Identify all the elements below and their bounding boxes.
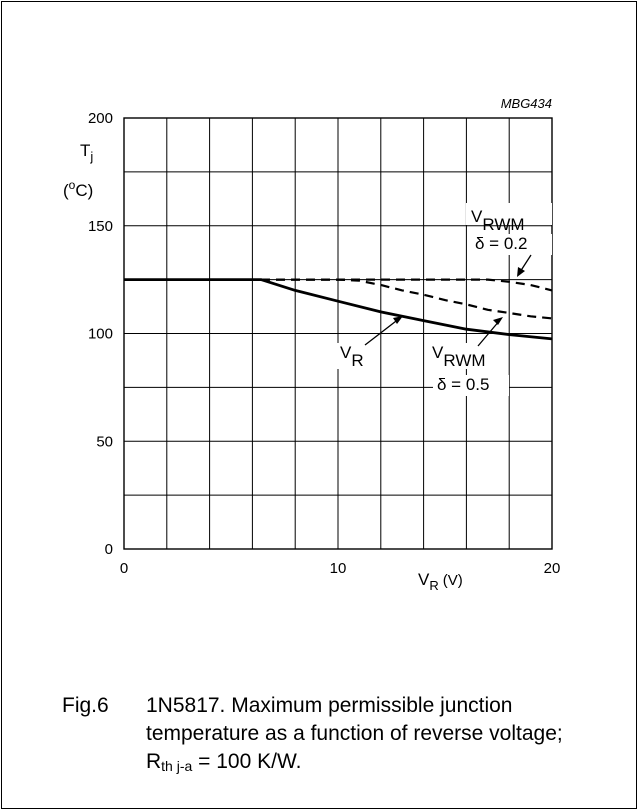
- annotation-vrwm-05-symbol: V: [432, 343, 444, 362]
- y-axis-unit-rest: C): [75, 181, 93, 200]
- y-tick-label: 50: [96, 433, 113, 450]
- arrow-vrwm-02: [519, 254, 532, 273]
- caption-symbol-sub: th j-a: [161, 758, 193, 774]
- annotation-arrows: [364, 254, 532, 347]
- y-axis-symbol-sub: j: [89, 149, 93, 164]
- annotation-vrwm-02-symbol: V: [471, 207, 483, 226]
- annotation-vrwm-02-sub: RWM: [482, 215, 524, 234]
- annotation-vr: VR: [340, 343, 364, 370]
- annotation-vr-symbol: V: [340, 343, 352, 362]
- bg-delta-02: [470, 234, 552, 255]
- arrowhead-vrwm-05: [493, 317, 503, 325]
- annotation-vrwm-05: VRWM: [432, 343, 486, 370]
- caption-line-1: 1N5817. Maximum permissible junction: [146, 694, 513, 717]
- annotation-arrowheads: [393, 267, 525, 325]
- bg-vrwm-02: [466, 203, 552, 225]
- y-tick-labels: 0 50 100 150 200: [88, 110, 113, 558]
- caption-label: Fig.6: [62, 694, 109, 717]
- annotation-delta-05: δ = 0.5: [437, 375, 489, 394]
- bg-delta-05: [433, 375, 509, 396]
- x-tick-label: 10: [330, 560, 347, 577]
- y-axis-unit-sup: o: [69, 178, 76, 192]
- annotation-delta-02: δ = 0.2: [475, 234, 527, 253]
- y-axis-symbol: Tj: [80, 141, 93, 164]
- annotation-vrwm-02: VRWM: [471, 207, 525, 234]
- y-tick-label: 100: [88, 326, 113, 343]
- x-tick-label: 20: [544, 560, 561, 577]
- x-axis-symbol-sub: R: [429, 578, 438, 593]
- x-axis-symbol: V: [418, 570, 430, 589]
- y-axis-symbol-main: T: [80, 141, 90, 160]
- annotation-vr-sub: R: [351, 351, 363, 370]
- arrowhead-vr: [393, 316, 403, 324]
- caption-rest: = 100 K/W.: [192, 750, 302, 773]
- x-axis-title: VR (V): [418, 570, 463, 593]
- series-line-3: [261, 278, 553, 292]
- grid: [123, 117, 553, 550]
- arrowhead-vrwm-02: [517, 267, 525, 277]
- annotation-backgrounds: [335, 203, 552, 396]
- caption-body: 1N5817. Maximum permissible junction tem…: [146, 692, 636, 780]
- y-axis-unit: (oC): [63, 178, 93, 200]
- figure-code: MBG434: [501, 96, 552, 111]
- annotation-vrwm-05-sub: RWM: [443, 351, 485, 370]
- arrow-vrwm-05: [477, 319, 501, 347]
- x-tick-label: 0: [120, 560, 128, 577]
- y-tick-label: 200: [88, 110, 113, 127]
- x-tick-labels: 0 10 20: [120, 560, 561, 577]
- y-axis-unit-open: (: [63, 181, 69, 200]
- series-line-1: [124, 278, 553, 341]
- caption-symbol: R: [146, 750, 162, 773]
- series-layer: [124, 278, 553, 341]
- plot-border: [123, 117, 553, 550]
- arrow-vr: [364, 317, 401, 346]
- y-tick-label: 0: [105, 541, 113, 558]
- y-tick-label: 150: [88, 218, 113, 235]
- caption-line-3: Rth j-a = 100 K/W.: [146, 748, 636, 780]
- x-axis-unit: (V): [443, 572, 463, 589]
- caption-line-2: temperature as a function of reverse vol…: [146, 722, 563, 745]
- series-line-2: [261, 278, 553, 320]
- bg-vr: [335, 343, 371, 369]
- bg-vrwm-05: [428, 343, 504, 369]
